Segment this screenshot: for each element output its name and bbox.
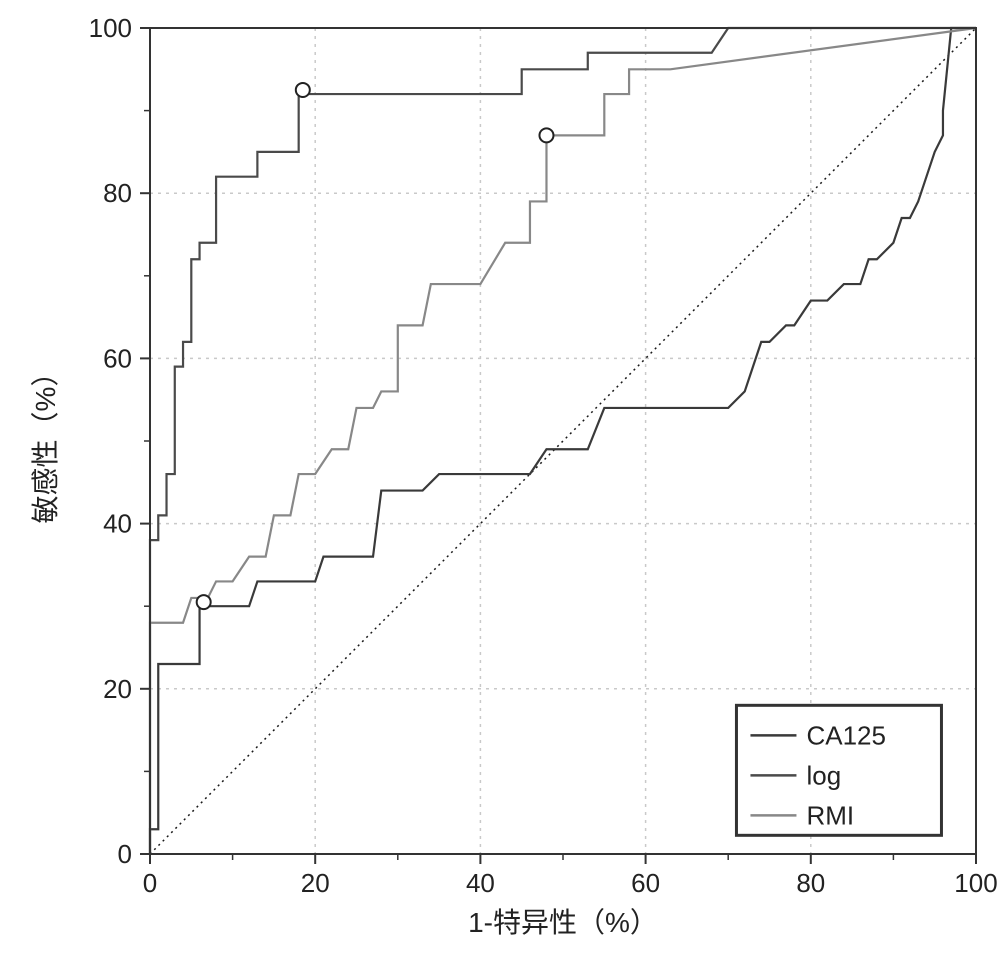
y-tick-label: 80 (103, 178, 132, 208)
y-tick-label: 0 (118, 839, 132, 869)
roc-chart: 0 20 40 60 80 100 0 20 40 60 80 100 1-特异性（%） 敏感性（%） CA… (0, 0, 1000, 965)
y-tick-label: 20 (103, 674, 132, 704)
y-axis-label: 敏感性（%） (30, 359, 61, 524)
x-tick-label: 20 (301, 868, 330, 898)
legend-label: log (806, 760, 841, 790)
x-tick-label: 80 (796, 868, 825, 898)
marker-point (197, 595, 211, 609)
x-tick-label: 0 (143, 868, 157, 898)
y-tick-label: 60 (103, 343, 132, 373)
chart-svg: 0 20 40 60 80 100 0 20 40 60 80 100 1-特异性（%） 敏感性（%） CA… (0, 0, 1000, 965)
legend-label: RMI (806, 800, 854, 830)
x-tick-label: 40 (466, 868, 495, 898)
x-tick-label: 100 (954, 868, 997, 898)
x-axis-label: 1-特异性（%） (468, 907, 658, 938)
marker-point (539, 128, 553, 142)
y-tick-label: 100 (89, 13, 132, 43)
legend-label: CA125 (806, 720, 886, 750)
x-tick-label: 60 (631, 868, 660, 898)
marker-point (296, 83, 310, 97)
y-tick-label: 40 (103, 509, 132, 539)
